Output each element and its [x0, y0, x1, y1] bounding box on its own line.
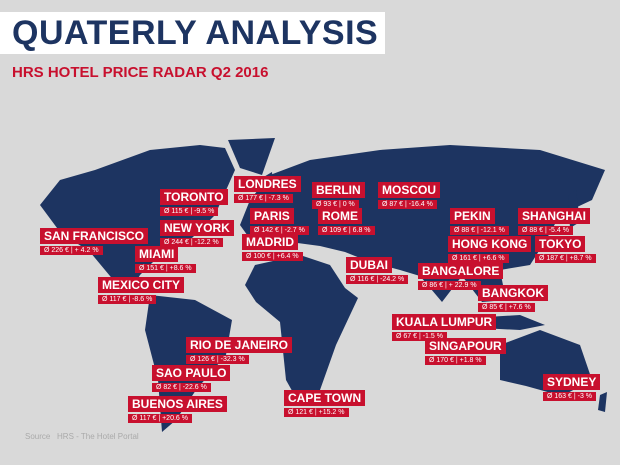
- city-stats: Ø 82 € | -22.6 %: [152, 383, 211, 392]
- city-name: BANGKOK: [478, 285, 548, 301]
- title-box: [0, 12, 385, 54]
- city-name: SHANGHAI: [518, 208, 591, 224]
- city-name: MEXICO CITY: [98, 277, 185, 293]
- city-name: BERLIN: [312, 182, 365, 198]
- city-stats: Ø 163 € | -3 %: [543, 392, 597, 401]
- city-name: MIAMI: [135, 246, 179, 262]
- city-name: SAO PAULO: [152, 365, 231, 381]
- city-name: CAPE TOWN: [284, 390, 366, 406]
- city-label: SAO PAULO Ø 82 € | -22.6 %: [152, 364, 231, 392]
- city-label: MADRID Ø 100 € | +6.4 %: [242, 233, 303, 261]
- city-name: BANGALORE: [418, 263, 504, 279]
- city-name: NEW YORK: [160, 220, 234, 236]
- new-zealand: [598, 392, 607, 412]
- city-name: RIO DE JANEIRO: [186, 337, 293, 353]
- city-label: MEXICO CITY Ø 117 € | -8.6 %: [98, 276, 185, 304]
- city-stats: Ø 88 € | -12.1 %: [450, 226, 509, 235]
- city-label: TOKYO Ø 187 € | +8.7 %: [535, 235, 596, 263]
- city-name: SYDNEY: [543, 374, 601, 390]
- city-label: PARIS Ø 142 € | -2.7 %: [250, 207, 309, 235]
- city-name: MOSCOU: [378, 182, 440, 198]
- city-label: SHANGHAI Ø 88 € | -5.4 %: [518, 207, 591, 235]
- city-stats: Ø 87 € | -16.4 %: [378, 200, 437, 209]
- city-name: LONDRES: [234, 176, 301, 192]
- city-stats: Ø 115 € | -9.5 %: [160, 207, 219, 216]
- city-label: BERLIN Ø 93 € | 0 %: [312, 181, 365, 209]
- city-label: MIAMI Ø 151 € | +8.6 %: [135, 245, 196, 273]
- city-name: MADRID: [242, 234, 298, 250]
- city-label: BANGKOK Ø 85 € | +7.6 %: [478, 284, 548, 312]
- city-name: ROME: [318, 208, 362, 224]
- city-stats: Ø 109 € | 6.8 %: [318, 226, 375, 235]
- city-name: HONG KONG: [448, 236, 532, 252]
- city-stats: Ø 177 € | -7.3 %: [234, 194, 293, 203]
- city-stats: Ø 170 € | +1.8 %: [425, 356, 486, 365]
- city-name: TOKYO: [535, 236, 586, 252]
- city-stats: Ø 100 € | +6.4 %: [242, 252, 303, 261]
- city-stats: Ø 121 € | +15.2 %: [284, 408, 349, 417]
- north-america: [40, 145, 235, 292]
- city-label: TORONTO Ø 115 € | -9.5 %: [160, 188, 228, 216]
- city-stats: Ø 142 € | -2.7 %: [250, 226, 309, 235]
- city-name: DUBAI: [346, 257, 392, 273]
- africa: [245, 255, 358, 405]
- city-stats: Ø 116 € | -24.2 %: [346, 275, 409, 284]
- city-label: CAPE TOWN Ø 121 € | +15.2 %: [284, 389, 366, 417]
- city-name: SAN FRANCISCO: [40, 228, 149, 244]
- greenland: [228, 138, 275, 175]
- city-label: ROME Ø 109 € | 6.8 %: [318, 207, 375, 235]
- city-label: NEW YORK Ø 244 € | -12.2 %: [160, 219, 234, 247]
- city-label: LONDRES Ø 177 € | -7.3 %: [234, 175, 301, 203]
- city-label: BUENOS AIRES Ø 117 € | +20.6 %: [128, 395, 227, 423]
- city-label: MOSCOU Ø 87 € | -16.4 %: [378, 181, 440, 209]
- city-name: TORONTO: [160, 189, 228, 205]
- city-name: BUENOS AIRES: [128, 396, 227, 412]
- subtitle: HRS HOTEL PRICE RADAR Q2 2016: [12, 64, 269, 81]
- city-label: KUALA LUMPUR Ø 67 € | -1.5 %: [392, 313, 497, 341]
- city-name: KUALA LUMPUR: [392, 314, 497, 330]
- city-name: PEKIN: [450, 208, 495, 224]
- city-stats: Ø 86 € | + 22.9 %: [418, 281, 481, 290]
- city-label: DUBAI Ø 116 € | -24.2 %: [346, 256, 409, 284]
- city-label: SYDNEY Ø 163 € | -3 %: [543, 373, 601, 401]
- city-stats: Ø 67 € | -1.5 %: [392, 332, 447, 341]
- city-stats: Ø 161 € | +6.6 %: [448, 254, 509, 263]
- city-stats: Ø 93 € | 0 %: [312, 200, 359, 209]
- city-label: SINGAPOUR Ø 170 € | +1.8 %: [425, 337, 506, 365]
- city-stats: Ø 117 € | -8.6 %: [98, 295, 157, 304]
- city-stats: Ø 126 € | -32.3 %: [186, 355, 249, 364]
- city-label: SAN FRANCISCO Ø 226 € | + 4.2 %: [40, 227, 149, 255]
- title: QUATERLY ANALYSIS: [12, 14, 379, 52]
- source: Source HRS - The Hotel Portal: [25, 432, 139, 441]
- city-stats: Ø 117 € | +20.6 %: [128, 414, 192, 423]
- city-label: RIO DE JANEIRO Ø 126 € | -32.3 %: [186, 336, 293, 364]
- city-stats: Ø 244 € | -12.2 %: [160, 238, 223, 247]
- city-stats: Ø 226 € | + 4.2 %: [40, 246, 103, 255]
- city-label: HONG KONG Ø 161 € | +6.6 %: [448, 235, 532, 263]
- city-stats: Ø 151 € | +8.6 %: [135, 264, 196, 273]
- city-name: PARIS: [250, 208, 294, 224]
- city-label: BANGALORE Ø 86 € | + 22.9 %: [418, 262, 504, 290]
- city-stats: Ø 187 € | +8.7 %: [535, 254, 596, 263]
- city-stats: Ø 88 € | -5.4 %: [518, 226, 573, 235]
- city-stats: Ø 85 € | +7.6 %: [478, 303, 535, 312]
- city-label: PEKIN Ø 88 € | -12.1 %: [450, 207, 509, 235]
- city-name: SINGAPOUR: [425, 338, 506, 354]
